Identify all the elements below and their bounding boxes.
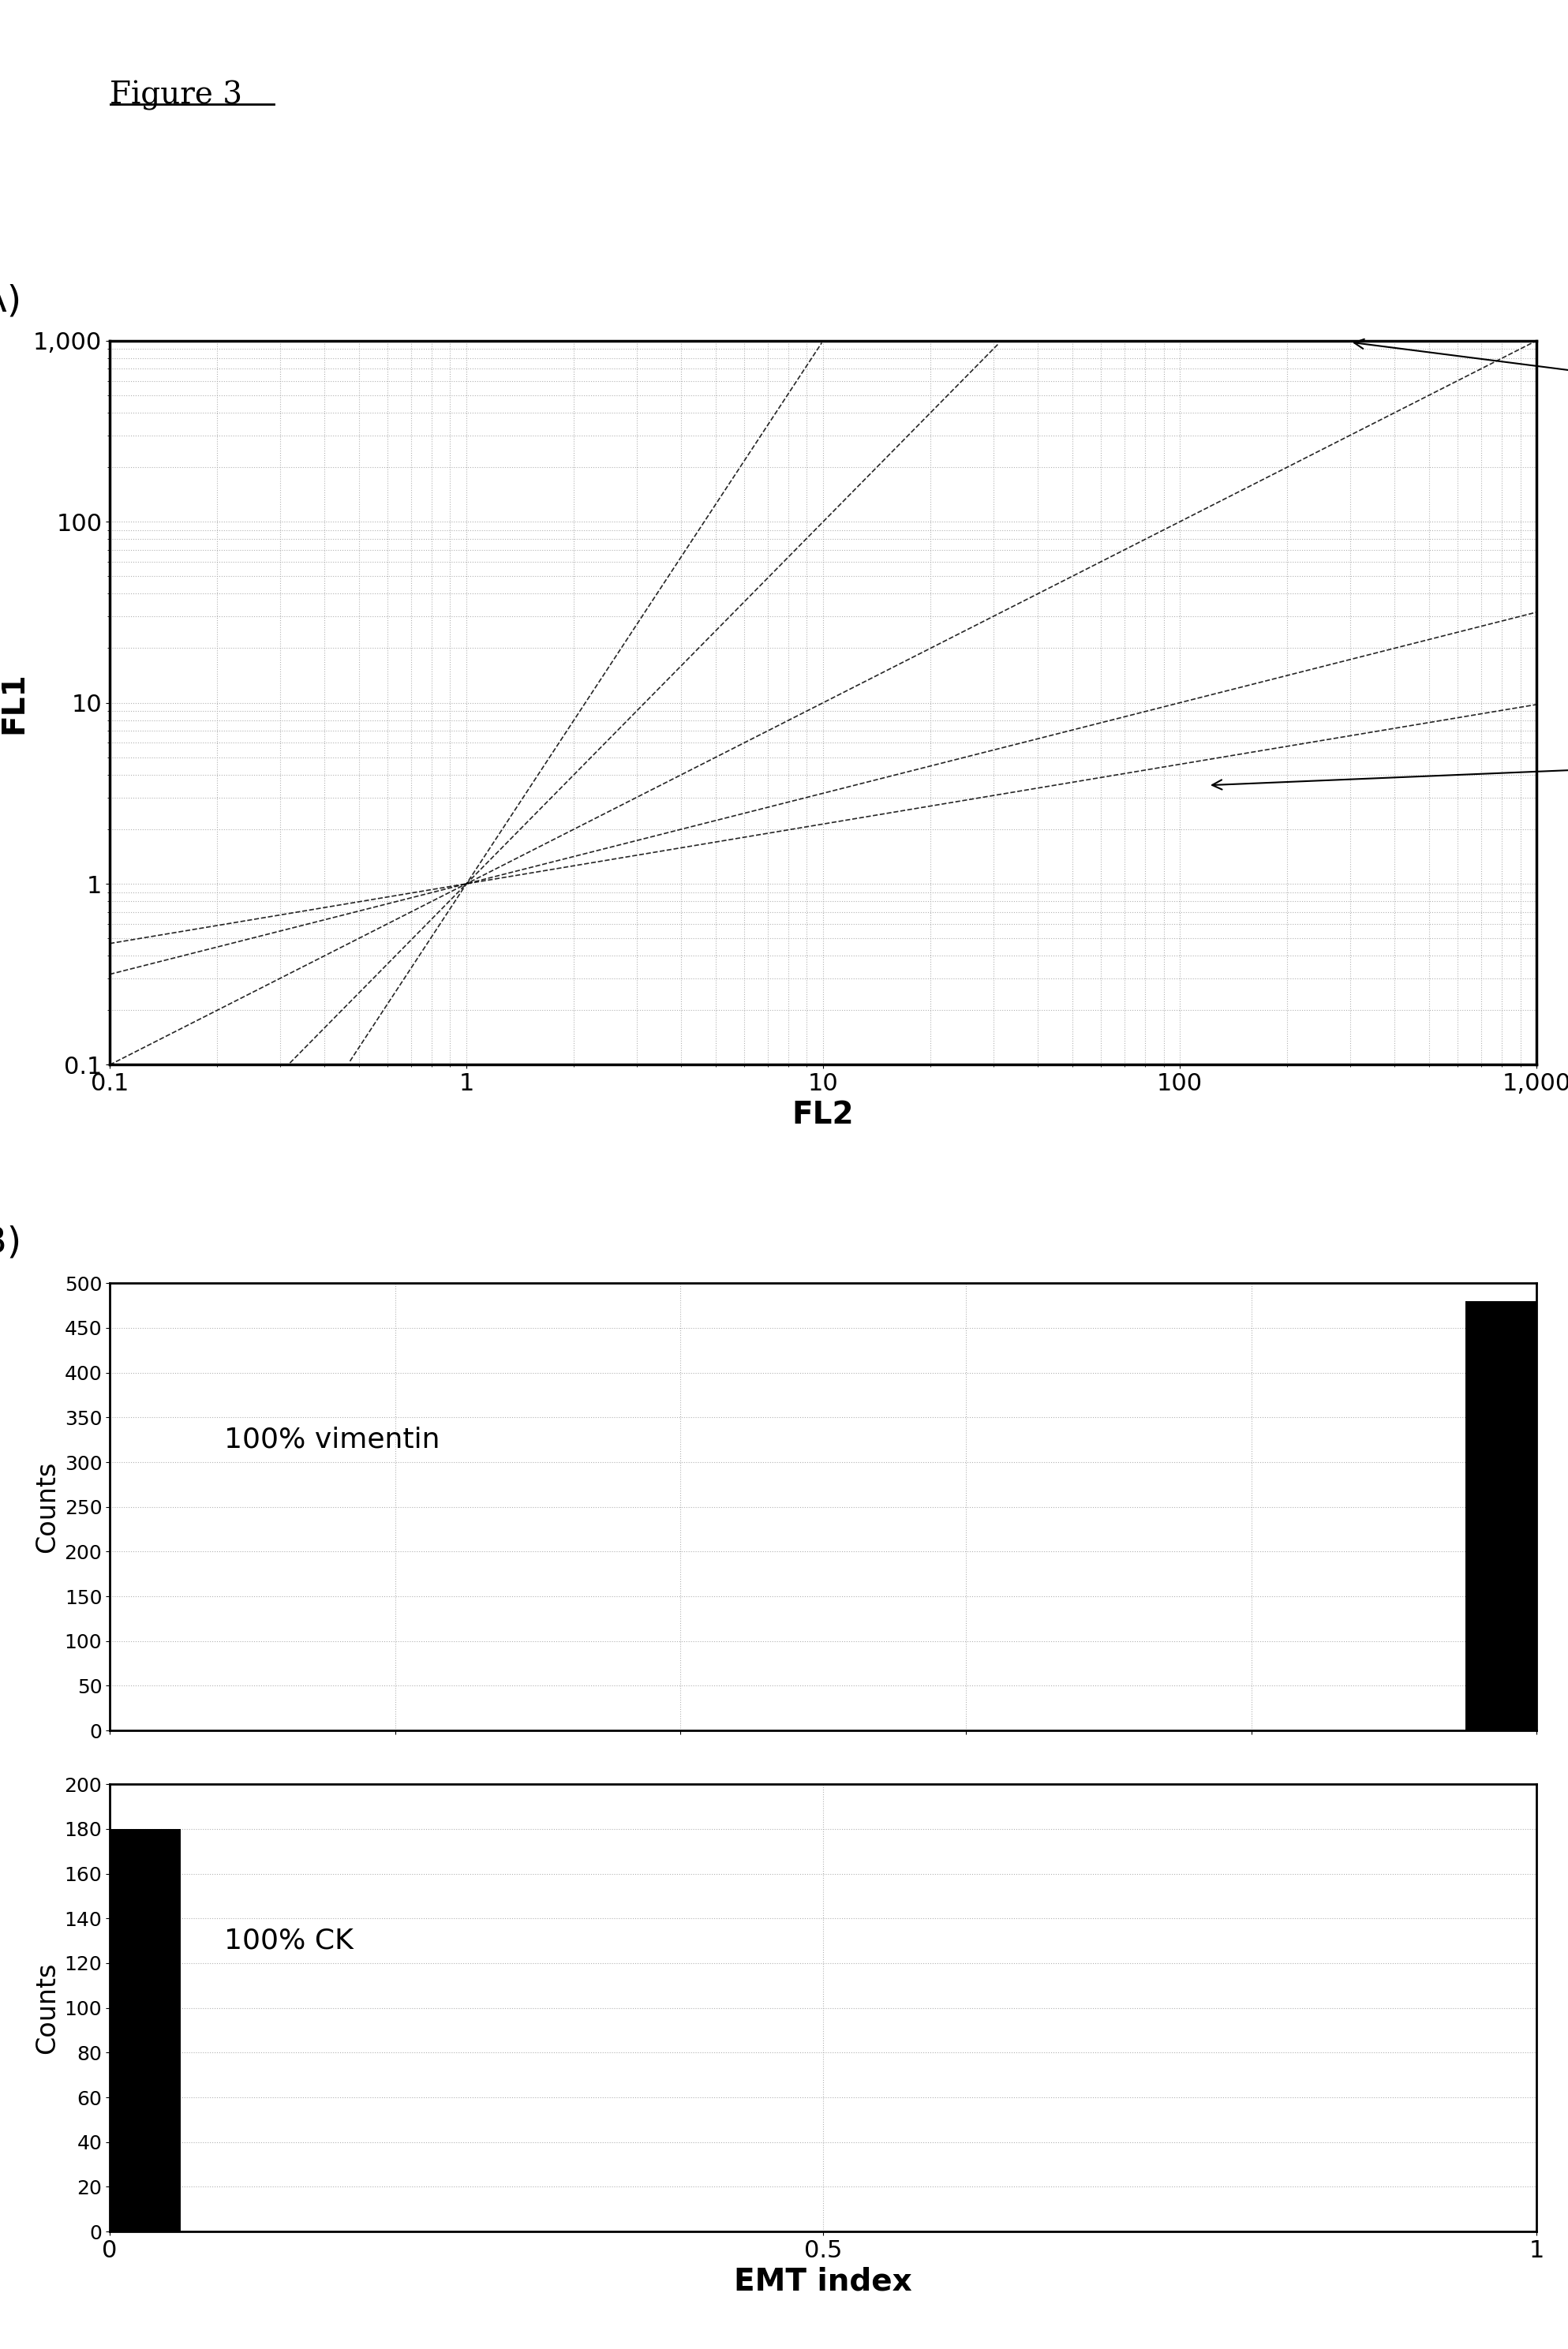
Text: (B): (B) bbox=[0, 1226, 22, 1261]
Text: Figure 3: Figure 3 bbox=[110, 80, 243, 110]
X-axis label: EMT index: EMT index bbox=[734, 2267, 913, 2297]
Bar bbox=[110, 1830, 182, 2232]
Y-axis label: Counts: Counts bbox=[34, 1461, 60, 1553]
Text: 100% CK: 100% CK bbox=[224, 1929, 353, 1954]
Text: (A): (A) bbox=[0, 284, 22, 319]
Y-axis label: Counts: Counts bbox=[34, 1961, 60, 2053]
Text: 100% vimentin: 100% vimentin bbox=[224, 1426, 439, 1454]
Bar bbox=[1465, 1301, 1537, 1731]
Text: 100% Vimentin (PE)
(EMT index=1.0): 100% Vimentin (PE) (EMT index=1.0) bbox=[1212, 740, 1568, 789]
Text: 100% CK (FITC)
(EMT index=0): 100% CK (FITC) (EMT index=0) bbox=[1355, 338, 1568, 411]
X-axis label: FL2: FL2 bbox=[792, 1099, 855, 1130]
Y-axis label: FL1: FL1 bbox=[0, 672, 28, 733]
